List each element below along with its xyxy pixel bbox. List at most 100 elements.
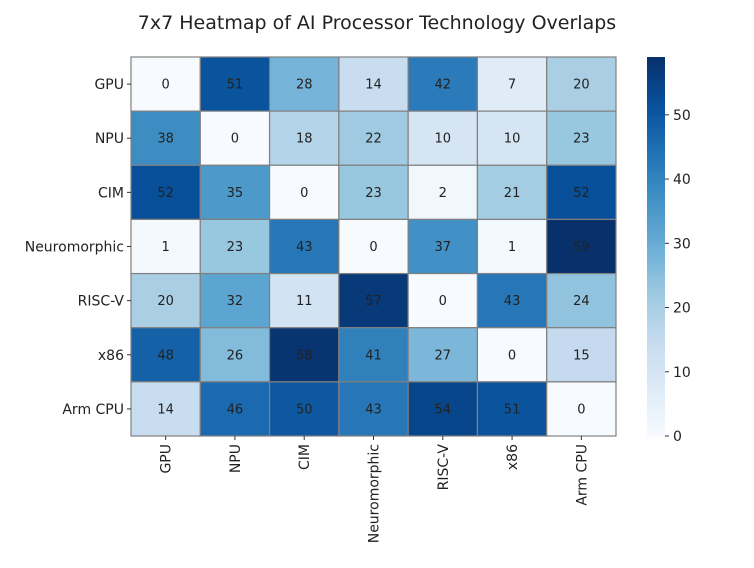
heatmap-cell: [546, 381, 617, 437]
colorbar-segment: [647, 66, 665, 71]
colorbar-segment: [647, 123, 665, 128]
colorbar-segment: [647, 186, 665, 191]
colorbar-segment: [647, 268, 665, 273]
colorbar-segment: [647, 353, 665, 358]
colorbar-segment: [647, 432, 665, 437]
colorbar-segment: [647, 281, 665, 285]
colorbar-segment: [647, 278, 665, 282]
cell-value-label: 23: [573, 132, 590, 147]
cell-value-label: 46: [227, 402, 244, 417]
colorbar-segment: [647, 101, 665, 105]
cell-value-label: 0: [369, 240, 377, 255]
colorbar-segment: [647, 104, 665, 109]
colorbar-segment: [647, 230, 665, 235]
cell-value-label: 24: [573, 294, 590, 309]
colorbar-segment: [647, 170, 665, 175]
cell-value-label: 54: [435, 402, 452, 417]
cell-value-label: 7: [508, 78, 516, 93]
heatmap-cell: [338, 164, 409, 221]
cell-value-label: 11: [296, 294, 313, 309]
colorbar-tick-label: 10: [673, 365, 691, 381]
y-tick-label: GPU: [94, 77, 124, 93]
cell-value-label: 59: [573, 240, 590, 255]
colorbar-segment: [647, 117, 665, 121]
colorbar-segment: [647, 167, 665, 172]
x-tick-label: x86: [505, 444, 521, 470]
colorbar-segment: [647, 417, 665, 421]
cell-value-label: 52: [157, 186, 174, 201]
heatmap-cell: [199, 327, 271, 383]
heatmap-cell: [338, 272, 409, 329]
colorbar-segment: [647, 82, 665, 87]
colorbar-segment: [647, 75, 665, 80]
colorbar-segment: [647, 404, 665, 409]
cell-value-label: 37: [435, 240, 452, 255]
colorbar-segment: [647, 391, 665, 396]
heatmap-cell: [546, 327, 617, 383]
colorbar-segment: [647, 192, 665, 197]
y-tick-label: Neuromorphic: [25, 240, 124, 256]
heatmap-cell: [546, 272, 617, 329]
colorbar-segment: [647, 423, 665, 428]
colorbar-tick-label: 20: [673, 301, 691, 317]
colorbar-segment: [647, 233, 665, 238]
cell-value-label: 42: [435, 78, 452, 93]
cell-value-label: 2: [439, 186, 447, 201]
colorbar-segment: [647, 154, 665, 159]
colorbar-segment: [647, 413, 665, 418]
y-tick-label: NPU: [95, 131, 124, 147]
colorbar-segment: [647, 208, 665, 213]
colorbar-segment: [647, 325, 665, 330]
colorbar-segment: [647, 79, 665, 83]
chart-title: 7x7 Heatmap of AI Processor Technology O…: [137, 12, 617, 34]
colorbar-tick-label: 50: [673, 108, 691, 124]
cell-value-label: 51: [227, 78, 244, 93]
colorbar-segment: [647, 319, 665, 323]
heatmap-cell: [407, 56, 479, 112]
colorbar-segment: [647, 331, 665, 336]
colorbar-segment: [647, 237, 665, 241]
colorbar-segment: [647, 183, 665, 188]
heatmap-cell: [130, 272, 201, 329]
colorbar-segment: [647, 227, 665, 232]
x-tick-label: GPU: [159, 444, 175, 474]
cell-value-label: 10: [504, 132, 521, 147]
colorbar-segment: [647, 309, 665, 314]
colorbar-segment: [647, 60, 665, 64]
heatmap-cell: [546, 56, 617, 112]
colorbar-segment: [647, 177, 665, 181]
colorbar-segment: [647, 341, 665, 346]
heatmap-cell: [476, 110, 548, 166]
colorbar-segment: [647, 262, 665, 267]
cell-value-label: 0: [300, 186, 308, 201]
heatmap-cell: [130, 110, 201, 166]
colorbar-segment: [647, 205, 665, 210]
cell-value-label: 15: [573, 348, 590, 363]
colorbar-segment: [647, 158, 665, 162]
cell-value-label: 23: [227, 240, 244, 255]
heatmap-cell: [338, 218, 409, 275]
cell-value-label: 35: [227, 186, 244, 201]
colorbar-segment: [647, 252, 665, 257]
colorbar-segment: [647, 350, 665, 355]
colorbar-segment: [647, 255, 665, 260]
colorbar-segment: [647, 287, 665, 292]
colorbar-segment: [647, 290, 665, 295]
colorbar-segment: [647, 382, 665, 387]
heatmap-cell: [407, 110, 479, 166]
colorbar-segment: [647, 202, 665, 207]
colorbar-segment: [647, 369, 665, 374]
heatmap-cell: [546, 164, 617, 221]
cell-value-label: 27: [435, 348, 452, 363]
colorbar-segment: [647, 132, 665, 137]
cell-value-label: 26: [227, 348, 244, 363]
colorbar-segment: [647, 142, 665, 147]
y-tick-label: x86: [98, 348, 124, 364]
cell-value-label: 10: [435, 132, 452, 147]
colorbar-segment: [647, 360, 665, 364]
colorbar-segment: [647, 199, 665, 203]
colorbar-segment: [647, 107, 665, 112]
heatmap-cell: [476, 327, 548, 383]
colorbar-segment: [647, 139, 665, 143]
heatmap-cell: [338, 327, 409, 383]
